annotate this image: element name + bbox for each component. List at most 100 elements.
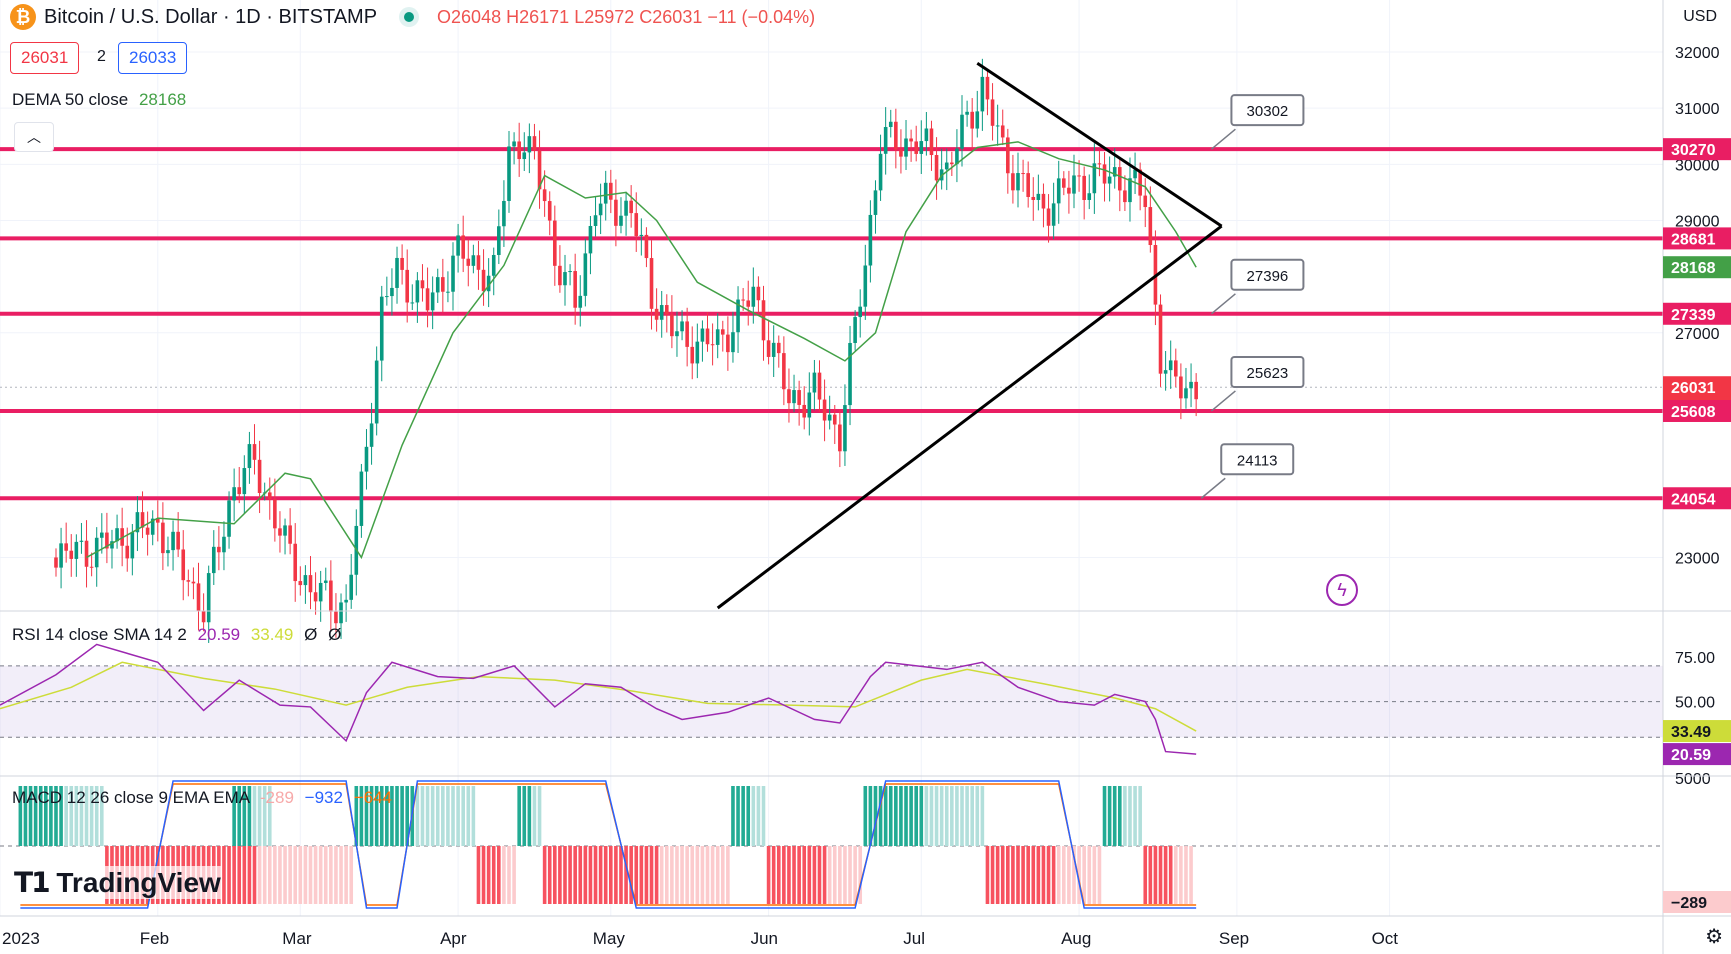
macd-histogram-bar bbox=[980, 786, 985, 846]
collapse-legend-button[interactable]: ︿ bbox=[14, 122, 54, 152]
macd-histogram-bar bbox=[257, 786, 262, 846]
candle-body bbox=[919, 141, 924, 154]
candle-body bbox=[1082, 175, 1086, 200]
lightning-icon[interactable]: ϟ bbox=[1326, 574, 1358, 606]
candle-body bbox=[456, 235, 460, 256]
macd-histogram-bar bbox=[451, 786, 455, 846]
macd-histogram-bar bbox=[731, 786, 735, 846]
candle-body bbox=[680, 321, 684, 332]
macd-histogram-bar bbox=[54, 786, 58, 846]
price-axis-label-bg bbox=[1663, 891, 1731, 913]
macd-histogram-bar bbox=[497, 846, 501, 904]
price-axis-label: 20.59 bbox=[1671, 747, 1711, 764]
callout-box bbox=[1230, 355, 1305, 388]
candle-body bbox=[379, 296, 384, 361]
candle-body bbox=[410, 302, 415, 304]
macd-histogram-bar bbox=[619, 846, 623, 904]
candle-body bbox=[1092, 163, 1097, 194]
candle-body bbox=[502, 200, 506, 227]
macd-histogram-bar bbox=[23, 786, 28, 846]
macd-legend-label: MACD 12 26 close 9 EMA EMA bbox=[12, 788, 250, 807]
macd-histogram-bar bbox=[578, 846, 583, 904]
macd-histogram-bar bbox=[430, 786, 435, 846]
candle-body bbox=[853, 317, 857, 343]
candle-body bbox=[603, 182, 608, 204]
candle-body bbox=[267, 492, 272, 500]
macd-histogram-bar bbox=[1112, 786, 1117, 846]
candle-body bbox=[1011, 173, 1015, 191]
macd-histogram-bar bbox=[649, 846, 654, 904]
macd-histogram-bar bbox=[405, 786, 409, 846]
macd-histogram-bar bbox=[629, 846, 633, 904]
macd-histogram-bar bbox=[237, 846, 242, 904]
macd-histogram-bar bbox=[553, 846, 557, 904]
macd-histogram-bar bbox=[283, 846, 287, 904]
buy-button[interactable]: 26033 bbox=[118, 42, 188, 74]
macd-histogram-bar bbox=[1056, 846, 1061, 904]
rsi-legend[interactable]: RSI 14 close SMA 14 2 20.59 33.49 Ø Ø bbox=[12, 625, 341, 645]
callout-pointer bbox=[1200, 477, 1226, 499]
price-axis-label-bg bbox=[1663, 256, 1731, 279]
chart-header: ₿ Bitcoin / U.S. Dollar · 1D · BITSTAMP … bbox=[10, 4, 815, 30]
dema-legend[interactable]: DEMA 50 close 28168 bbox=[12, 90, 186, 110]
dema-legend-label: DEMA 50 close bbox=[12, 90, 129, 109]
x-tick-label: Sep bbox=[1219, 929, 1249, 948]
candle-body bbox=[517, 141, 521, 160]
candle-body bbox=[425, 288, 430, 311]
candle-body bbox=[863, 265, 868, 307]
candle-body bbox=[659, 305, 664, 320]
macd-histogram-bar bbox=[929, 786, 934, 846]
macd-histogram-bar bbox=[374, 786, 379, 846]
macd-histogram-bar bbox=[547, 846, 552, 904]
macd-histogram-bar bbox=[257, 846, 262, 904]
candle-body bbox=[161, 522, 165, 554]
candle-body bbox=[1026, 173, 1030, 197]
candle-body bbox=[110, 541, 114, 549]
macd-histogram-bar bbox=[232, 846, 236, 904]
candle-body bbox=[888, 121, 893, 128]
macd-histogram-bar bbox=[1092, 846, 1097, 904]
macd-histogram-bar bbox=[64, 786, 68, 846]
macd-histogram-bar bbox=[827, 846, 832, 904]
sell-button[interactable]: 26031 bbox=[10, 42, 80, 74]
macd-histogram-bar bbox=[94, 786, 99, 846]
symbol-title[interactable]: Bitcoin / U.S. Dollar · 1D · BITSTAMP bbox=[44, 5, 378, 28]
macd-histogram-bar bbox=[1173, 846, 1178, 904]
macd-histogram-bar bbox=[975, 786, 980, 846]
candle-body bbox=[1041, 193, 1046, 209]
candle-body bbox=[461, 235, 465, 259]
macd-histogram-bar bbox=[776, 846, 781, 904]
macd-histogram-bar bbox=[1000, 846, 1005, 904]
candle-body bbox=[69, 550, 74, 559]
macd-histogram-bar bbox=[49, 786, 53, 846]
market-status-icon[interactable] bbox=[399, 7, 420, 27]
macd-histogram-bar bbox=[797, 846, 801, 904]
settings-icon[interactable]: ⚙ bbox=[1705, 926, 1723, 948]
candle-body bbox=[191, 581, 196, 584]
quantity-value[interactable]: 2 bbox=[97, 48, 106, 65]
candle-body bbox=[965, 111, 969, 115]
macd-histogram-bar bbox=[441, 786, 445, 846]
currency-label[interactable]: USD bbox=[1683, 8, 1717, 25]
candle-body bbox=[792, 390, 796, 404]
candle-body bbox=[308, 575, 313, 593]
candle-body bbox=[390, 287, 394, 297]
macd-histogram-bar bbox=[568, 846, 572, 904]
candle-body bbox=[598, 203, 603, 216]
macd-histogram-bar bbox=[542, 846, 547, 904]
macd-histogram-bar bbox=[369, 786, 374, 846]
macd-histogram-bar bbox=[812, 846, 817, 904]
macd-histogram-bar bbox=[74, 786, 79, 846]
candle-body bbox=[303, 575, 308, 586]
macd-histogram-bar bbox=[227, 846, 231, 904]
macd-legend[interactable]: MACD 12 26 close 9 EMA EMA -289 −932 −64… bbox=[12, 788, 392, 808]
candle-body bbox=[802, 404, 807, 418]
candle-body bbox=[222, 536, 226, 553]
candle-body bbox=[486, 275, 491, 292]
macd-histogram-bar bbox=[985, 846, 990, 904]
x-tick-label: Mar bbox=[282, 929, 312, 948]
candle-body bbox=[537, 150, 542, 190]
macd-histogram-bar bbox=[644, 846, 649, 904]
macd-histogram-bar bbox=[1128, 786, 1132, 846]
